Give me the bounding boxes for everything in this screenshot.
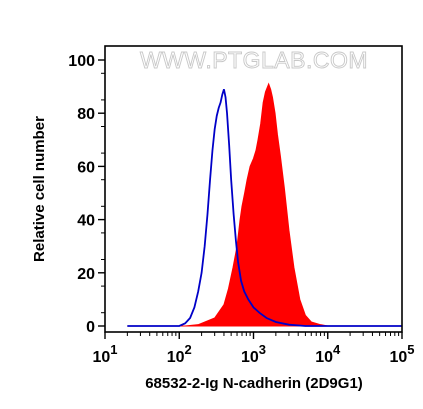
y-tick-label: 40 [77,213,95,230]
y-tick-label: 20 [77,266,95,283]
watermark: WWW.PTGLAB.COM [140,47,368,73]
y-tick-label: 100 [68,53,95,70]
plot-marks [127,82,402,327]
x-tick-labels: 101 102 103 104 105 [92,342,414,366]
x-tick-label: 102 [167,342,192,366]
x-tick-label: 101 [92,342,117,366]
y-axis-title: Relative cell number [31,116,48,262]
histogram-filled-series [127,82,402,327]
y-tick-label: 80 [77,106,95,123]
histogram-outline-series [127,88,402,327]
x-tick-label: 103 [241,342,266,366]
y-tick-label: 0 [86,319,95,336]
y-tick-label: 60 [77,159,95,176]
y-tick-labels: 0 20 40 60 80 100 [68,53,95,336]
x-tick-label: 104 [315,342,341,366]
x-axis-title: 68532-2-Ig N-cadherin (2D9G1) [145,375,363,392]
axis-ticks [98,59,403,339]
x-tick-label: 105 [389,342,414,366]
